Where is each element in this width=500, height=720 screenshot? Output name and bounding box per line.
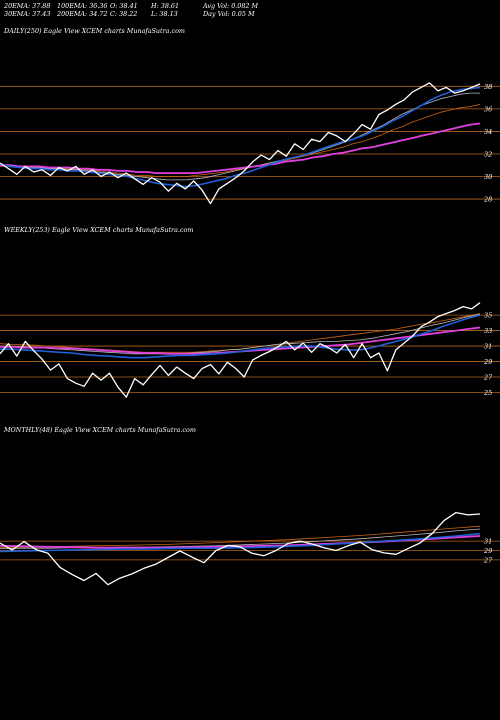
- avg-volume-value: Avg Vol: 0.082 M: [203, 2, 259, 10]
- y-tick-label: 29: [483, 547, 492, 555]
- stats-header: 20EMA: 37.88 100EMA: 36.36 O: 38.41 H: 38.6…: [4, 2, 258, 18]
- y-tick-label: 31: [484, 343, 492, 351]
- y-tick-label: 34: [484, 128, 492, 136]
- ema-orange-line: [0, 313, 481, 353]
- y-tick-label: 29: [483, 358, 492, 366]
- ema200-value: 200EMA: 34.72: [57, 10, 108, 18]
- ema20-value: 20EMA: 37.88: [4, 2, 51, 10]
- stats-row-2: 30EMA: 37.43 200EMA: 34.72 C: 38.22 L: 38.1…: [4, 10, 258, 18]
- price-line: [0, 302, 481, 398]
- monthly-chart-caption: MONTHLY(48) Eagle View XCEM charts Munaf…: [4, 426, 196, 434]
- ema-blue-line: [0, 86, 481, 188]
- y-tick-label: 27: [483, 556, 493, 564]
- y-tick-label: 28: [483, 196, 492, 204]
- ema-orange-line: [0, 103, 481, 177]
- day-volume-value: Day Vol: 0.05 M: [203, 10, 255, 18]
- low-value: L: 38.13: [151, 10, 178, 18]
- ema-gray-line: [0, 92, 480, 181]
- price-line: [0, 511, 481, 586]
- stats-row-1: 20EMA: 37.88 100EMA: 36.36 O: 38.41 H: 38.6…: [4, 2, 258, 10]
- y-tick-label: 31: [484, 538, 492, 546]
- y-tick-label: 35: [484, 312, 492, 320]
- y-tick-label: 27: [483, 374, 493, 382]
- ema30-value: 30EMA: 37.43: [4, 10, 51, 18]
- y-tick-label: 32: [484, 150, 492, 158]
- close-value: C: 38.22: [110, 10, 138, 18]
- price-line: [0, 82, 481, 205]
- ema-orange-line: [0, 525, 481, 549]
- y-tick-label: 30: [484, 173, 492, 181]
- daily-chart-caption: DAILY(250) Eagle View XCEM charts Munafa…: [4, 27, 185, 35]
- high-value: H: 38.61: [151, 2, 180, 10]
- ema-blue-line: [0, 314, 481, 359]
- weekly-price-chart: 35 33 31 29 27 25: [0, 302, 500, 398]
- y-tick-label: 36: [484, 105, 492, 113]
- y-tick-label: 33: [484, 327, 492, 335]
- ema100-value: 100EMA: 36.36: [57, 2, 108, 10]
- open-value: O: 38.41: [110, 2, 138, 10]
- ema-magenta-line: [0, 122, 481, 174]
- daily-price-chart: 38 36 34 32 30 28: [0, 82, 500, 205]
- ema-blue-line: [0, 532, 481, 553]
- y-tick-label: 38: [484, 83, 492, 91]
- weekly-chart-caption: WEEKLY(253) Eagle View XCEM charts Munaf…: [4, 226, 194, 234]
- ema-gray-line: [0, 313, 481, 355]
- y-tick-label: 25: [483, 389, 492, 397]
